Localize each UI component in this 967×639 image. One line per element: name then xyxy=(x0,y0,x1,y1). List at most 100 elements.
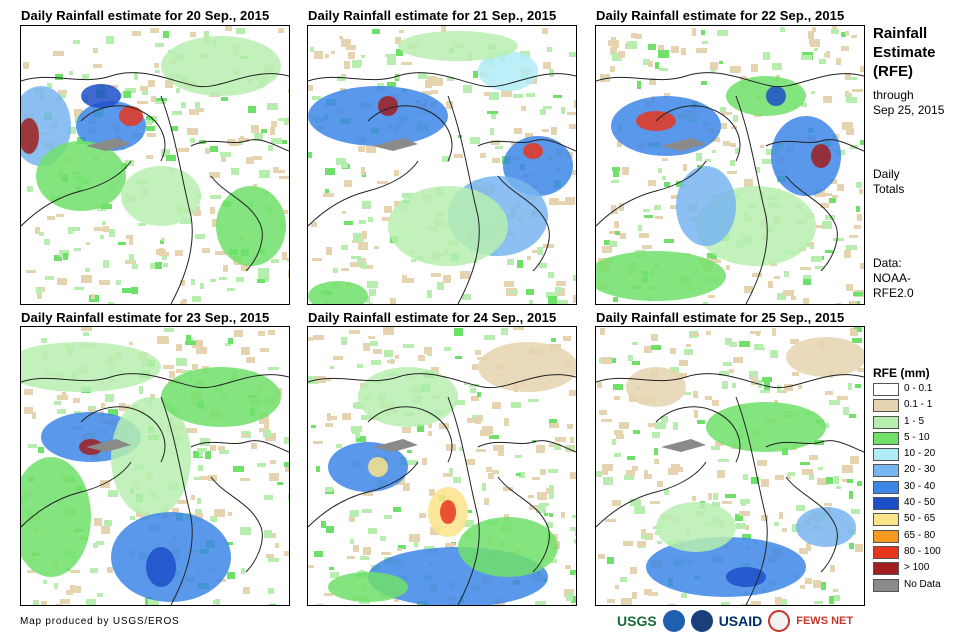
rainfall-cell xyxy=(739,511,750,516)
rainfall-cell xyxy=(806,543,811,551)
rainfall-cell xyxy=(162,252,169,256)
rainfall-cell xyxy=(731,126,737,129)
rainfall-cell xyxy=(697,165,701,169)
rainfall-cell xyxy=(679,360,688,366)
legend-swatch xyxy=(873,415,899,429)
rainfall-cell xyxy=(711,259,721,263)
rainfall-cell xyxy=(186,335,191,341)
rainfall-cell xyxy=(200,283,204,289)
rainfall-cell xyxy=(575,531,576,536)
rainfall-cell xyxy=(643,209,650,212)
rainfall-cell xyxy=(526,289,534,295)
rainfall-cell xyxy=(513,94,523,98)
rainfall-cell xyxy=(537,247,543,255)
rainfall-cell xyxy=(330,366,334,369)
rainfall-cell xyxy=(572,515,576,518)
rainfall-cell xyxy=(648,423,656,427)
rainfall-cell xyxy=(561,512,565,518)
rainfall-cell xyxy=(611,205,616,210)
rainfall-cell xyxy=(723,141,730,146)
rainfall-cell xyxy=(105,394,114,402)
rainfall-cell xyxy=(842,122,853,130)
rainfall-cell xyxy=(830,565,835,572)
rainfall-area xyxy=(308,86,448,146)
rainfall-cell xyxy=(356,436,366,442)
rainfall-cell xyxy=(635,250,646,253)
rainfall-cell xyxy=(484,498,489,505)
country-boundary xyxy=(367,105,453,162)
rainfall-cell xyxy=(314,51,323,59)
sidebar-title: Rainfall Estimate (RFE) xyxy=(873,24,936,81)
rainfall-cell xyxy=(350,539,354,544)
rainfall-cell xyxy=(257,463,266,467)
rainfall-cell xyxy=(195,234,205,239)
rainfall-area xyxy=(36,141,126,211)
rainfall-cell xyxy=(610,47,617,55)
rainfall-cell xyxy=(86,242,90,245)
rainfall-cell xyxy=(363,547,371,555)
rainfall-cell xyxy=(393,507,401,512)
country-boundary xyxy=(785,175,838,272)
rainfall-cell xyxy=(604,240,610,245)
rainfall-cell xyxy=(70,570,80,573)
rainfall-cell xyxy=(268,367,279,370)
rainfall-cell xyxy=(719,123,727,129)
rainfall-area xyxy=(676,166,736,246)
rainfall-cell xyxy=(725,494,736,498)
rainfall-cell xyxy=(565,565,571,569)
rainfall-cell xyxy=(632,361,640,365)
rainfall-cell xyxy=(707,253,717,261)
rainfall-cell xyxy=(366,145,376,153)
rainfall-cell xyxy=(278,118,284,121)
rainfall-cell xyxy=(642,245,652,249)
rainfall-area xyxy=(146,547,176,587)
rainfall-cell xyxy=(717,470,725,478)
rainfall-cell xyxy=(394,170,399,176)
rainfall-cell xyxy=(551,127,557,135)
rainfall-cell xyxy=(542,28,548,34)
rainfall-cell xyxy=(475,350,481,355)
rainfall-cell xyxy=(614,221,619,228)
rainfall-cell xyxy=(711,446,720,450)
rainfall-cell xyxy=(649,78,656,85)
rainfall-cell xyxy=(200,438,210,446)
rainfall-cell xyxy=(190,32,196,37)
rainfall-cell xyxy=(155,101,166,104)
rainfall-cell xyxy=(549,491,554,499)
rainfall-cell xyxy=(166,155,176,161)
rainfall-cell xyxy=(650,501,660,504)
rainfall-cell xyxy=(54,401,61,405)
rainfall-cell xyxy=(402,193,413,198)
rainfall-cell xyxy=(449,468,453,476)
rainfall-cell xyxy=(618,51,625,58)
rainfall-cell xyxy=(696,153,702,161)
rainfall-cell xyxy=(101,403,105,408)
rainfall-cell xyxy=(428,424,432,428)
rainfall-cell xyxy=(540,469,546,475)
rainfall-cell xyxy=(761,347,765,350)
rainfall-cell xyxy=(325,487,333,492)
rainfall-cell xyxy=(357,256,361,264)
rainfall-cell xyxy=(781,390,787,393)
rainfall-area xyxy=(796,507,856,547)
rainfall-cell xyxy=(132,31,141,36)
rainfall-cell xyxy=(108,490,118,497)
rainfall-cell xyxy=(814,48,818,51)
rainfall-cell xyxy=(619,422,629,429)
rainfall-cell xyxy=(74,287,84,290)
rainfall-cell xyxy=(493,445,504,451)
country-boundary xyxy=(735,396,768,605)
rainfall-cell xyxy=(834,595,840,601)
rainfall-cell xyxy=(520,51,530,57)
rainfall-cell xyxy=(696,48,707,53)
rainfall-cell xyxy=(118,242,126,245)
rainfall-cell xyxy=(150,394,155,400)
rainfall-cell xyxy=(623,541,633,546)
rainfall-area xyxy=(440,500,456,524)
rainfall-cell xyxy=(549,419,557,426)
rainfall-cell xyxy=(829,596,834,604)
rainfall-map-sep21 xyxy=(307,25,577,305)
rainfall-area xyxy=(811,144,831,168)
rainfall-cell xyxy=(81,327,92,331)
rainfall-cell xyxy=(808,31,814,39)
